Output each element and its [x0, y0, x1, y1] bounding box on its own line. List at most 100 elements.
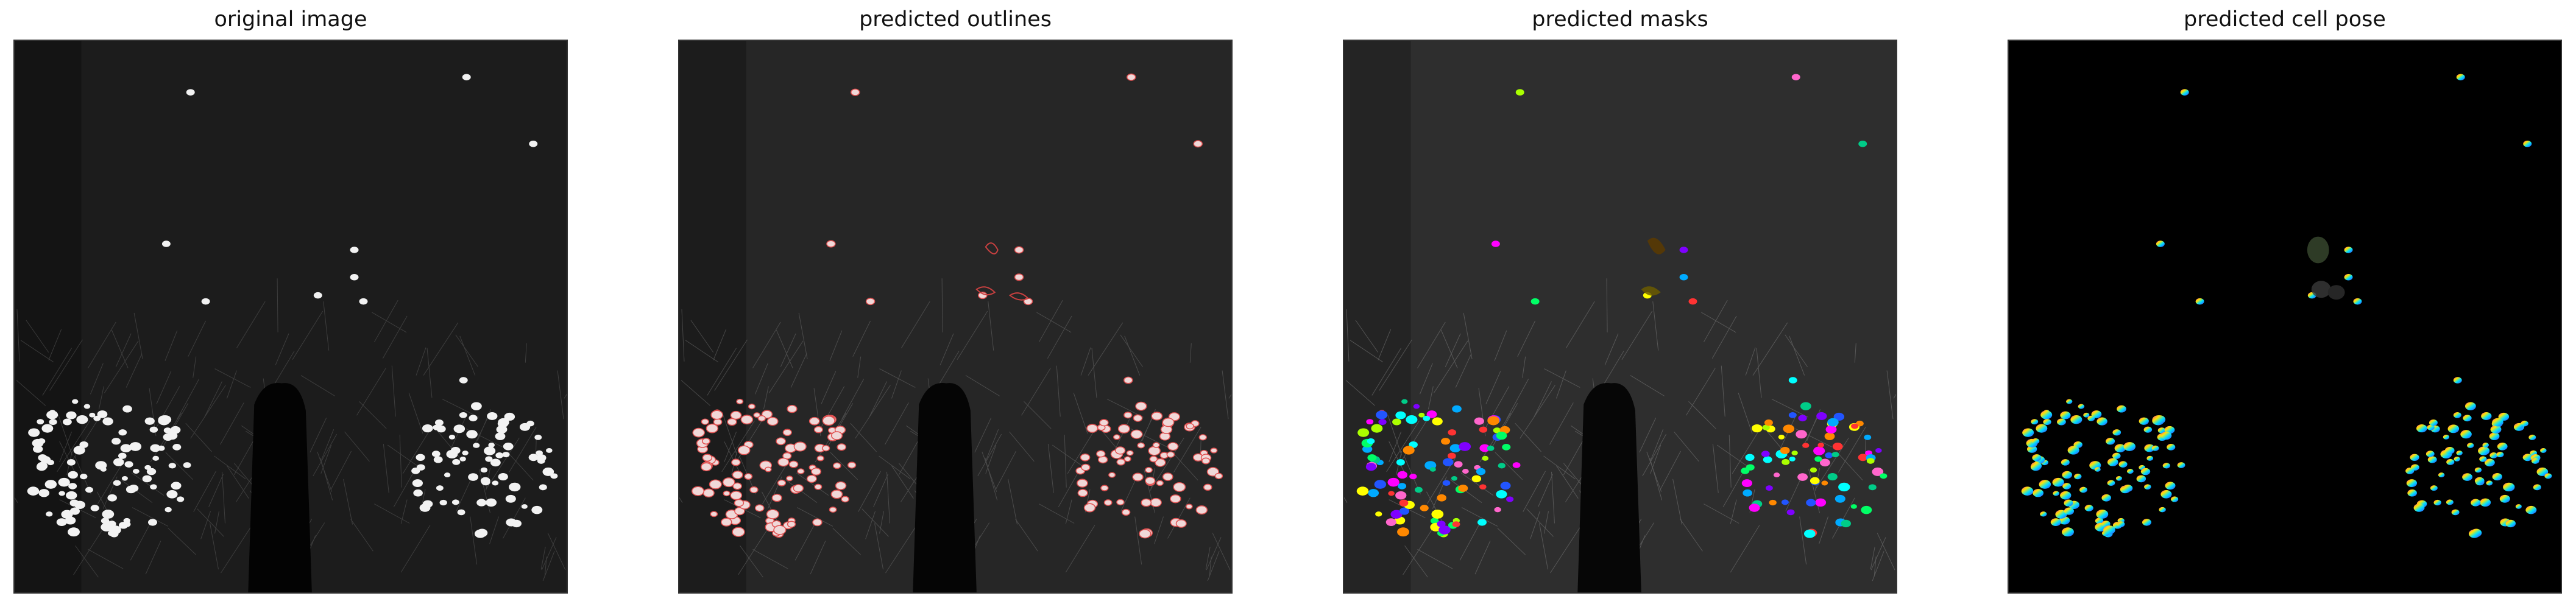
cell-outline [1086, 424, 1099, 433]
cell-body [72, 399, 79, 404]
cell-flow [2022, 428, 2034, 437]
fiber [1704, 503, 1739, 524]
cell-body [150, 444, 161, 452]
fiber [1506, 379, 1529, 419]
cell-flow [2453, 412, 2461, 418]
cell-mask [1451, 476, 1457, 481]
fiber [1832, 497, 1855, 539]
cell-flow [2062, 471, 2072, 479]
cell-outline [732, 482, 742, 490]
fiber [768, 340, 804, 393]
cell-mask [1449, 444, 1461, 453]
cell-mask [1810, 467, 1817, 473]
cell-body [168, 463, 176, 469]
cell-mask [1512, 462, 1521, 468]
fiber [1877, 533, 1895, 570]
cell-mask [1788, 412, 1797, 418]
fiber [869, 381, 887, 418]
cell-flow [2468, 529, 2480, 538]
cell-body [416, 454, 425, 461]
fiber [1497, 528, 1526, 555]
fiber [1417, 549, 1453, 569]
cell-mask [1764, 419, 1773, 426]
cell-mask [1423, 415, 1431, 421]
cell-mask [1797, 473, 1808, 481]
cell-flow [2157, 427, 2166, 433]
cell-mask [1447, 452, 1456, 459]
cell-body [433, 424, 441, 430]
fiber [1711, 315, 1737, 359]
cell-outline [1127, 73, 1136, 81]
fiber [1433, 340, 1468, 393]
fiber [416, 347, 426, 376]
cell-flow [2142, 519, 2152, 526]
cell-body [124, 461, 133, 468]
fiber [1222, 370, 1229, 419]
cell-body [142, 475, 152, 483]
cell-flow [2079, 486, 2087, 493]
fiber [456, 477, 473, 511]
fiber [1870, 537, 1886, 570]
cell-mask [1426, 410, 1437, 418]
fiber [1173, 426, 1201, 473]
cell-flow [2123, 484, 2133, 492]
cell-outline [1014, 246, 1024, 254]
fiber [1080, 347, 1091, 376]
cell-flow [2492, 473, 2502, 481]
fiber [20, 340, 54, 363]
cell-mask [1786, 509, 1795, 516]
fiber [723, 415, 738, 456]
fiber [1621, 311, 1653, 360]
fiber [540, 547, 546, 570]
cell-flow [2040, 410, 2053, 419]
cell-outline [701, 462, 712, 472]
cell-flow [2525, 505, 2537, 514]
cell-body [68, 527, 80, 537]
cell-body [27, 486, 40, 496]
cell-mask [1371, 424, 1383, 433]
fiber [1523, 471, 1546, 512]
cell-body [452, 458, 461, 465]
fiber [901, 301, 930, 349]
cell-body [93, 415, 101, 421]
cell-mask [1397, 527, 1409, 537]
cell-mask [1679, 274, 1688, 281]
cell-body [172, 444, 182, 451]
cell-mask [1800, 402, 1811, 410]
cell-flow [2480, 498, 2491, 507]
fiber [1752, 322, 1788, 376]
cell-mask [1782, 458, 1790, 465]
cell-mask [1506, 496, 1514, 502]
fiber [220, 402, 244, 445]
fiber [721, 420, 755, 472]
cell-flow [2531, 458, 2539, 464]
cell-mask [1743, 489, 1752, 497]
cell-outline [730, 491, 743, 500]
cell-mask [1841, 519, 1851, 528]
cell-mask [1741, 479, 1752, 488]
cell-body [505, 494, 516, 503]
cell-outline [1186, 503, 1193, 510]
cell-mask [1392, 418, 1401, 426]
cell-mask [1430, 518, 1439, 524]
cell-body [444, 472, 451, 478]
cell-flow [2492, 418, 2503, 427]
cell-body [502, 452, 510, 458]
cell-outline [1135, 401, 1147, 411]
fiber [1386, 420, 1420, 472]
cell-mask [1819, 458, 1830, 467]
fiber [236, 301, 266, 349]
cell-body [413, 489, 423, 497]
cell-body [61, 510, 73, 519]
fiber [995, 451, 1017, 490]
cell-mask [1825, 452, 1833, 458]
cell-body [33, 445, 43, 453]
fiber [852, 320, 871, 357]
cell-body [485, 456, 493, 462]
cell-mask [1414, 486, 1423, 493]
fiber [1836, 451, 1863, 481]
fiber [400, 499, 408, 524]
fiber [1024, 401, 1052, 429]
fiber [1555, 370, 1566, 399]
fiber [1551, 471, 1555, 524]
